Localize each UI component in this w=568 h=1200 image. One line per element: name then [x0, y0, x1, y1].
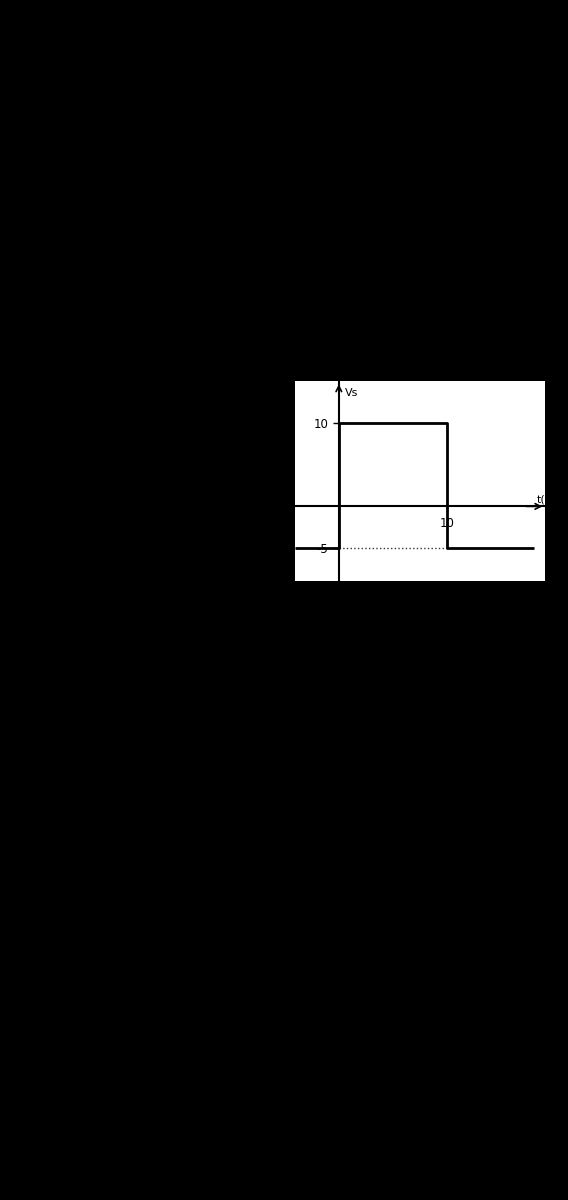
Text: Vs: Vs [345, 388, 359, 398]
Text: t(ns): t(ns) [537, 494, 562, 505]
Text: iii.: iii. [30, 742, 44, 755]
Text: Calculate Iⁱ and Iᴵ when the diode is switched off at t=10 ns.  Assume Vₒₙ=0.7 V: Calculate Iⁱ and Iᴵ when the diode is sw… [75, 677, 568, 689]
Text: +: + [245, 451, 255, 464]
Text: Consider the following diode circuit.: Consider the following diode circuit. [75, 374, 288, 388]
Text: −: − [69, 487, 81, 502]
Text: Vs: Vs [24, 479, 41, 493]
Polygon shape [235, 472, 275, 527]
Text: 1kΩ: 1kΩ [150, 384, 180, 400]
Text: +: + [69, 472, 81, 485]
Text: −: − [245, 534, 255, 547]
Text: Write the type of capacitances in a diode.: Write the type of capacitances in a diod… [75, 742, 337, 755]
Text: i.: i. [30, 611, 37, 624]
Text: ii.: ii. [30, 677, 41, 689]
Text: Vᴅ: Vᴅ [218, 492, 236, 506]
Text: Calculate the current at t=0⁺ in the circuit.: Calculate the current at t=0⁺ in the cir… [75, 611, 345, 624]
Text: i: i [263, 414, 267, 428]
